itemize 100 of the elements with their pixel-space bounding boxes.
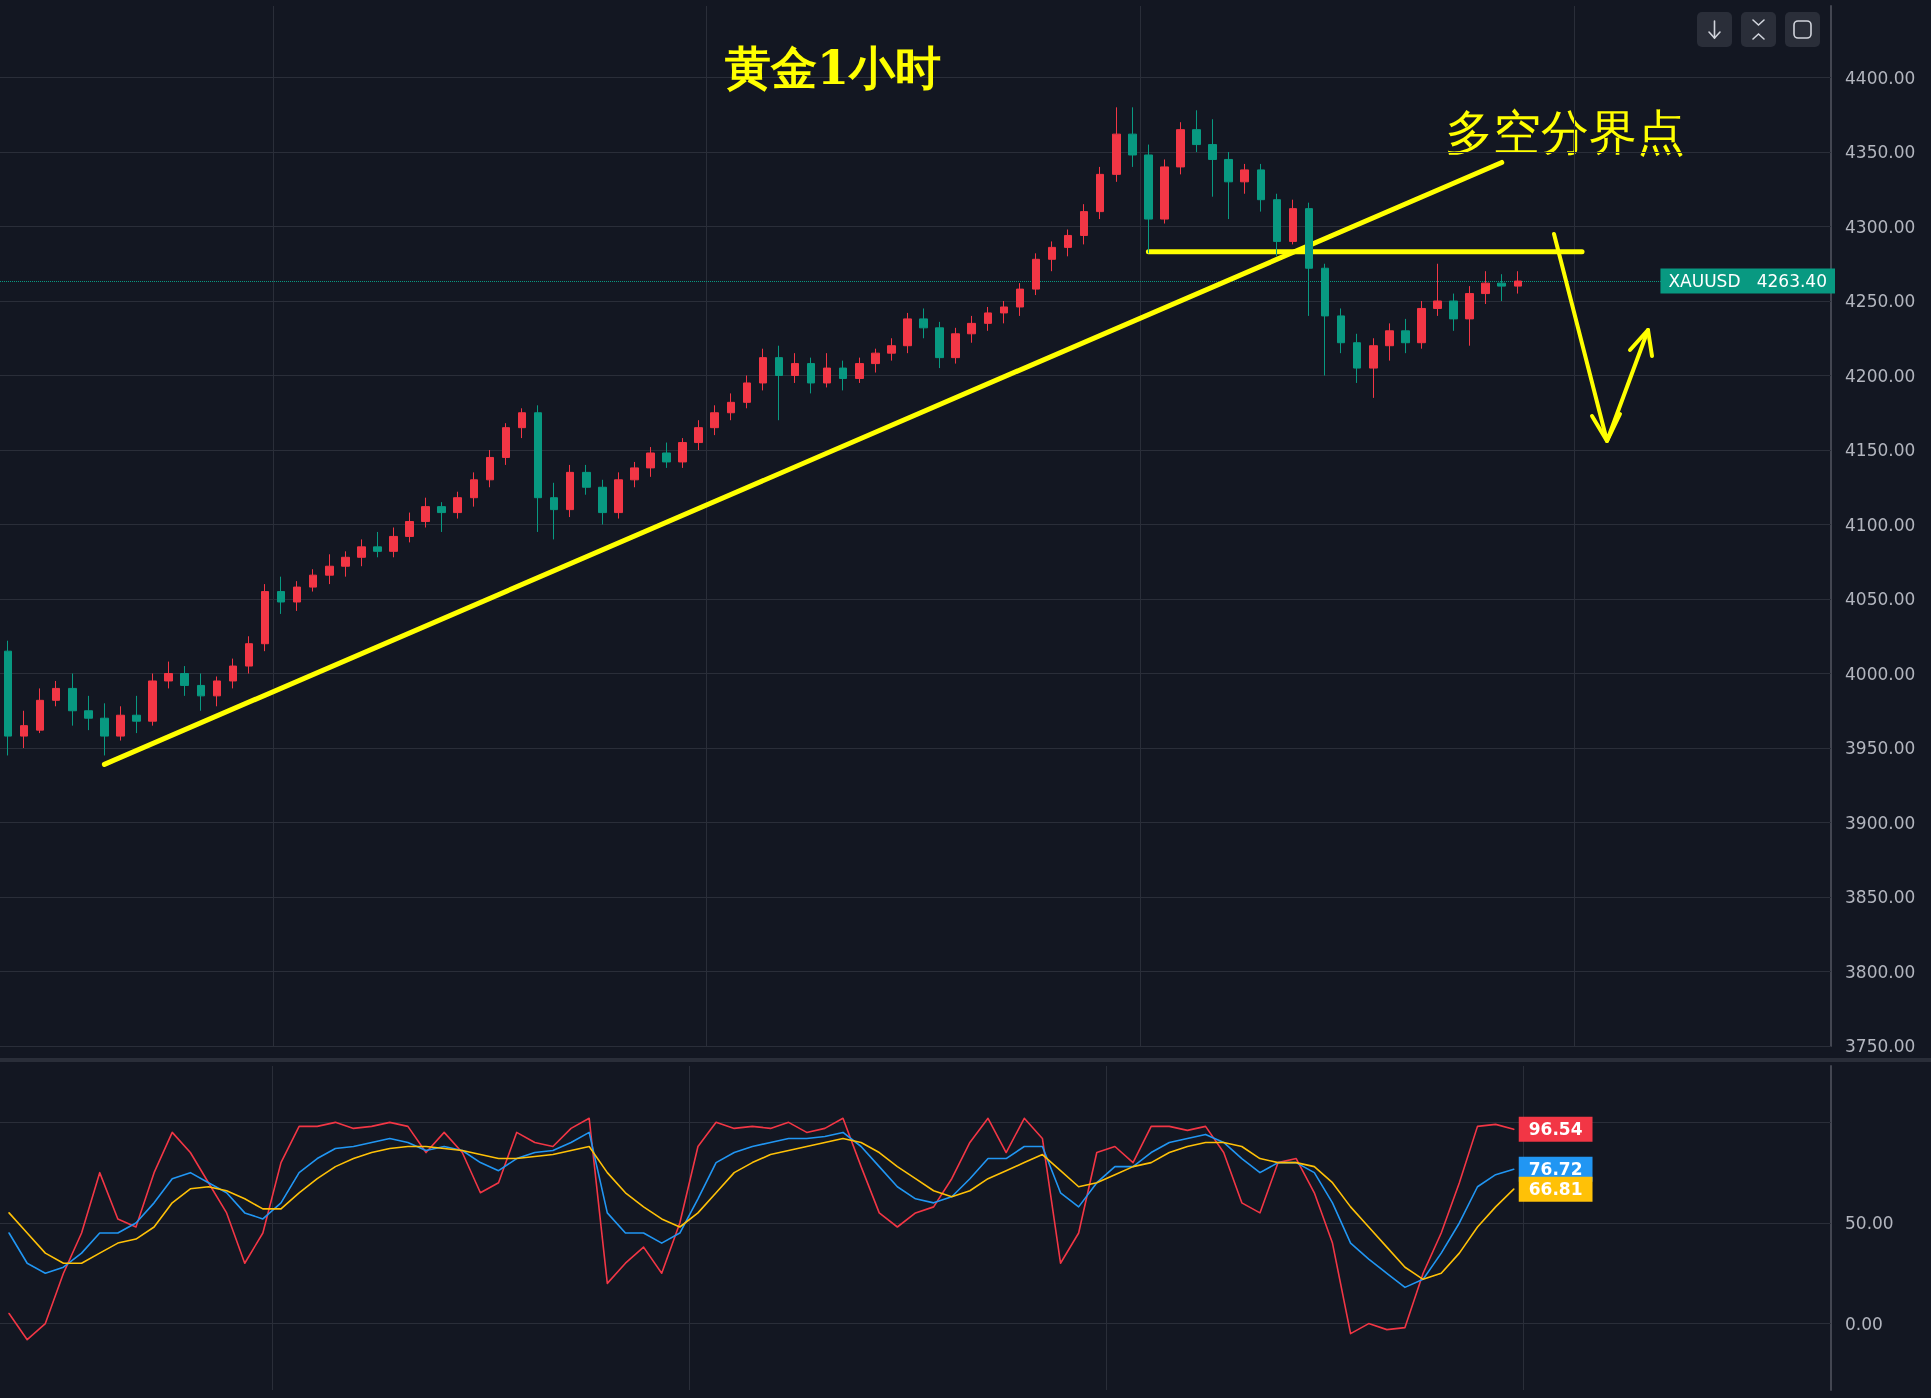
- candlestick: [116, 705, 125, 742]
- candlestick: [759, 348, 767, 391]
- candlestick: [1257, 163, 1265, 213]
- y-tick-label: 4250.00: [1845, 291, 1916, 312]
- candlestick: [437, 501, 446, 533]
- candlestick: [1385, 322, 1394, 362]
- candlestick: [453, 491, 462, 520]
- candlestick: [710, 404, 719, 436]
- candlestick: [1514, 270, 1522, 295]
- candlestick: [534, 404, 542, 533]
- candlestick: [132, 695, 141, 734]
- candlestick: [389, 526, 398, 558]
- y-tick-label: 3750.00: [1845, 1036, 1916, 1056]
- candlestick: [935, 321, 944, 369]
- candlestick: [855, 357, 864, 384]
- candlestick: [1000, 300, 1008, 324]
- candlestick: [871, 348, 880, 374]
- candlestick: [52, 680, 60, 707]
- line-series: [8, 1117, 1515, 1341]
- candlestick: [630, 461, 639, 488]
- y-tick-label: 3950.00: [1845, 738, 1916, 759]
- candlestick: [1032, 252, 1040, 296]
- candlestick: [148, 673, 157, 727]
- y-tick-label: 0.00: [1845, 1313, 1883, 1334]
- candlestick: [1144, 144, 1153, 254]
- candlestick: [1112, 106, 1121, 183]
- candlestick: [1080, 203, 1088, 245]
- candlestick: [775, 345, 783, 421]
- y-tick-label: 4400.00: [1845, 67, 1916, 88]
- candlestick: [373, 531, 382, 558]
- candlestick: [743, 375, 751, 409]
- data-label: 96.54: [1528, 1119, 1583, 1140]
- candlestick: [919, 307, 928, 339]
- candlestick: [1016, 282, 1024, 317]
- candlestick: [1465, 285, 1474, 347]
- candlestick: [1096, 166, 1104, 220]
- candlestick: [164, 661, 173, 689]
- data-label: 66.81: [1528, 1179, 1583, 1200]
- candlestick: [1481, 270, 1490, 305]
- candlestick: [229, 658, 237, 689]
- candlestick: [678, 437, 687, 469]
- candlestick: [4, 640, 12, 756]
- candlestick: [839, 360, 847, 391]
- candlestick: [967, 315, 976, 344]
- candlestick: [1048, 240, 1056, 272]
- candlestick: [197, 673, 205, 712]
- candlestick: [1224, 151, 1233, 220]
- candlestick: [1337, 307, 1345, 354]
- candlestick: [662, 442, 671, 469]
- data-label: 76.72: [1528, 1159, 1583, 1180]
- candlestick: [20, 710, 28, 749]
- y-tick-label: 3900.00: [1845, 812, 1916, 833]
- candlestick: [277, 576, 285, 615]
- y-tick-label: 3800.00: [1845, 961, 1916, 982]
- candlestick: [36, 687, 44, 734]
- candlestick: [486, 449, 494, 488]
- y-tick-label: 4300.00: [1845, 216, 1916, 237]
- candlestick: [582, 464, 591, 496]
- candlestick: [84, 695, 93, 731]
- candlestick: [646, 446, 655, 478]
- text: 黄金1小时: [725, 41, 942, 95]
- candlestick: [694, 419, 703, 451]
- candlestick: [1176, 121, 1185, 175]
- candlestick: [213, 675, 221, 707]
- candlestick: [1208, 118, 1217, 198]
- y-tick-label: 4100.00: [1845, 514, 1916, 535]
- candlestick: [984, 306, 992, 332]
- candlestick: [502, 422, 510, 466]
- y-tick-label: 4350.00: [1845, 142, 1916, 163]
- candlestick: [951, 327, 960, 365]
- candlestick: [309, 568, 317, 593]
- y-tick-label: 4200.00: [1845, 365, 1916, 386]
- candlestick: [1160, 158, 1169, 225]
- candlestick: [357, 538, 366, 567]
- candlestick: [823, 352, 831, 388]
- candlestick: [1064, 229, 1072, 257]
- candlestick: [1273, 193, 1281, 257]
- y-tick-label: 50.00: [1845, 1212, 1894, 1233]
- candlestick: [405, 512, 414, 543]
- candlestick: [1128, 106, 1137, 168]
- candlestick: [293, 580, 301, 612]
- candlestick: [1417, 300, 1426, 350]
- candlestick: [1369, 337, 1378, 399]
- y-tick-label: 4150.00: [1845, 440, 1916, 461]
- candlestick: [1192, 109, 1201, 153]
- candlestick: [614, 471, 623, 520]
- candlestick: [68, 673, 77, 727]
- candlestick: [261, 583, 269, 652]
- y-tick-label: 3850.00: [1845, 887, 1916, 907]
- candlestick: [1289, 199, 1297, 245]
- candlestick: [598, 479, 607, 526]
- candlestick: [245, 635, 253, 675]
- candlestick: [887, 337, 896, 362]
- ref-line-label: XAUUSD 4263.40: [1668, 271, 1827, 292]
- candlestick: [325, 553, 334, 585]
- candlestick: [807, 357, 815, 394]
- candlestick: [100, 702, 109, 756]
- candlestick: [180, 665, 189, 697]
- candlestick: [1433, 263, 1442, 317]
- candlestick: [566, 464, 574, 518]
